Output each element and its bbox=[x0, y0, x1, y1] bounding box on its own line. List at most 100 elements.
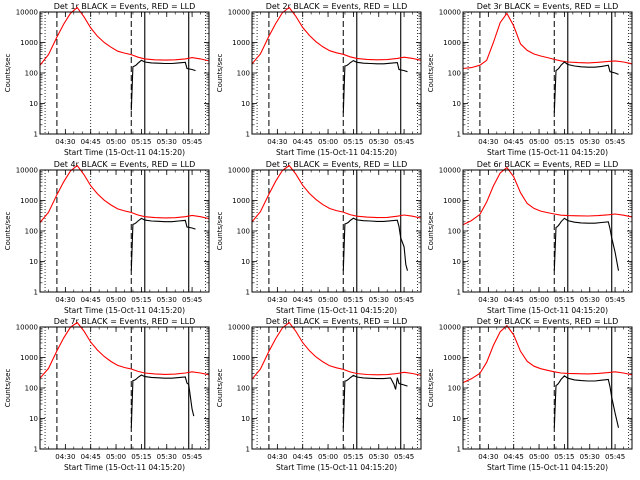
x-tick-label: 04:45 bbox=[504, 296, 524, 304]
x-tick-label: 05:00 bbox=[529, 296, 549, 304]
y-tick-label: 100 bbox=[448, 70, 461, 78]
series-lld-line bbox=[251, 321, 422, 380]
x-axis-label: Start Time (15-Oct-11 04:15:20) bbox=[276, 148, 397, 157]
x-axis-label: Start Time (15-Oct-11 04:15:20) bbox=[276, 463, 397, 472]
chart-panel-2: Det 2r BLACK = Events, RED = LLD Counts/s… bbox=[216, 2, 422, 157]
x-tick-label: 04:30 bbox=[267, 296, 287, 304]
chart-title: Det 1r BLACK = Events, RED = LLD bbox=[54, 2, 196, 11]
x-tick-label: 04:30 bbox=[55, 138, 75, 146]
x-tick-label: 05:15 bbox=[554, 453, 574, 461]
x-tick-label: 05:15 bbox=[343, 453, 363, 461]
chart-panel-1: Det 1r BLACK = Events, RED = LLD Counts/s… bbox=[4, 2, 210, 157]
y-tick-label: 1 bbox=[34, 446, 38, 454]
x-tick-label: 05:45 bbox=[182, 138, 202, 146]
x-axis-label: Start Time (15-Oct-11 04:15:20) bbox=[64, 148, 185, 157]
series-events-line bbox=[130, 59, 196, 111]
chart-panel-3: Det 3r BLACK = Events, RED = LLD Counts/s… bbox=[427, 2, 633, 157]
series-lld-line bbox=[462, 12, 633, 70]
x-tick-label: 05:30 bbox=[369, 138, 389, 146]
x-axis-label: Start Time (15-Oct-11 04:15:20) bbox=[276, 306, 397, 315]
x-tick-label: 04:30 bbox=[55, 296, 75, 304]
series-events-line bbox=[130, 217, 196, 271]
x-tick-label: 05:15 bbox=[343, 296, 363, 304]
x-axis-label: Start Time (15-Oct-11 04:15:20) bbox=[64, 306, 185, 315]
y-tick-label: 100 bbox=[448, 385, 461, 393]
y-tick-label: 1000 bbox=[20, 197, 38, 205]
x-tick-label: 04:45 bbox=[293, 296, 313, 304]
chart-panel-8: Det 8r BLACK = Events, RED = LLD Counts/s… bbox=[216, 317, 422, 472]
x-tick-label: 05:30 bbox=[157, 138, 177, 146]
series-events-line bbox=[553, 375, 620, 428]
x-tick-label: 05:30 bbox=[157, 453, 177, 461]
y-tick-label: 10 bbox=[29, 415, 38, 423]
x-tick-label: 04:45 bbox=[81, 296, 101, 304]
y-tick-label: 100 bbox=[237, 70, 250, 78]
y-tick-label: 1000 bbox=[443, 197, 461, 205]
plot-frame bbox=[39, 11, 210, 135]
chart-title: Det 2r BLACK = Events, RED = LLD bbox=[266, 2, 408, 11]
chart-panel-5: Det 5r BLACK = Events, RED = LLD Counts/s… bbox=[216, 160, 422, 315]
y-tick-label: 10 bbox=[29, 100, 38, 108]
y-tick-label: 1 bbox=[246, 131, 250, 139]
y-tick-label: 1 bbox=[457, 289, 461, 297]
x-tick-label: 05:30 bbox=[369, 296, 389, 304]
y-tick-label: 100 bbox=[237, 228, 250, 236]
x-axis-label: Start Time (15-Oct-11 04:15:20) bbox=[64, 463, 185, 472]
y-tick-label: 10000 bbox=[439, 324, 461, 332]
y-axis-label: Counts/sec bbox=[427, 54, 435, 93]
chart-title: Det 7r BLACK = Events, RED = LLD bbox=[54, 317, 196, 326]
x-tick-label: 05:00 bbox=[106, 296, 126, 304]
y-axis-label: Counts/sec bbox=[4, 212, 12, 251]
y-tick-label: 10000 bbox=[439, 9, 461, 17]
x-axis-label: Start Time (15-Oct-11 04:15:20) bbox=[487, 463, 608, 472]
x-tick-label: 05:30 bbox=[580, 296, 600, 304]
x-tick-label: 05:15 bbox=[343, 138, 363, 146]
x-tick-label: 04:30 bbox=[55, 453, 75, 461]
y-tick-label: 1000 bbox=[232, 39, 250, 47]
x-tick-label: 05:00 bbox=[318, 138, 338, 146]
y-tick-label: 10 bbox=[452, 258, 461, 266]
x-tick-label: 04:45 bbox=[81, 138, 101, 146]
series-lld-line bbox=[462, 166, 633, 226]
x-tick-label: 05:45 bbox=[394, 138, 414, 146]
y-tick-label: 10 bbox=[29, 258, 38, 266]
series-lld-line bbox=[251, 6, 422, 65]
chart-title: Det 4r BLACK = Events, RED = LLD bbox=[54, 160, 196, 169]
y-tick-label: 10000 bbox=[16, 167, 38, 175]
y-tick-label: 10000 bbox=[228, 9, 250, 17]
y-axis-label: Counts/sec bbox=[4, 54, 12, 93]
y-tick-label: 1000 bbox=[232, 197, 250, 205]
x-tick-label: 05:00 bbox=[318, 453, 338, 461]
x-tick-label: 05:45 bbox=[605, 453, 625, 461]
x-tick-label: 05:00 bbox=[529, 138, 549, 146]
series-lld-line bbox=[39, 6, 210, 66]
y-axis-label: Counts/sec bbox=[427, 369, 435, 408]
y-tick-label: 10 bbox=[241, 415, 250, 423]
chart-title: Det 9r BLACK = Events, RED = LLD bbox=[477, 317, 619, 326]
x-tick-label: 05:15 bbox=[131, 138, 151, 146]
x-tick-label: 04:30 bbox=[267, 138, 287, 146]
y-tick-label: 1000 bbox=[20, 39, 38, 47]
x-tick-label: 04:30 bbox=[267, 453, 287, 461]
x-tick-label: 04:30 bbox=[478, 453, 498, 461]
series-events-line bbox=[342, 59, 408, 113]
y-tick-label: 10000 bbox=[228, 324, 250, 332]
x-tick-label: 04:45 bbox=[81, 453, 101, 461]
chart-panel-6: Det 6r BLACK = Events, RED = LLD Counts/s… bbox=[427, 160, 633, 315]
chart-panel-9: Det 9r BLACK = Events, RED = LLD Counts/s… bbox=[427, 317, 633, 472]
x-tick-label: 05:45 bbox=[182, 296, 202, 304]
plot-frame bbox=[39, 169, 210, 293]
y-axis-label: Counts/sec bbox=[216, 369, 224, 408]
plot-frame bbox=[462, 326, 633, 450]
y-tick-label: 1 bbox=[34, 131, 38, 139]
x-tick-label: 05:15 bbox=[554, 138, 574, 146]
x-tick-label: 04:45 bbox=[504, 453, 524, 461]
x-tick-label: 04:45 bbox=[504, 138, 524, 146]
series-events-line bbox=[342, 217, 409, 271]
y-tick-label: 10 bbox=[452, 100, 461, 108]
y-tick-label: 1000 bbox=[443, 354, 461, 362]
chart-title: Det 5r BLACK = Events, RED = LLD bbox=[266, 160, 408, 169]
y-tick-label: 10 bbox=[452, 415, 461, 423]
series-events-line bbox=[130, 374, 195, 428]
